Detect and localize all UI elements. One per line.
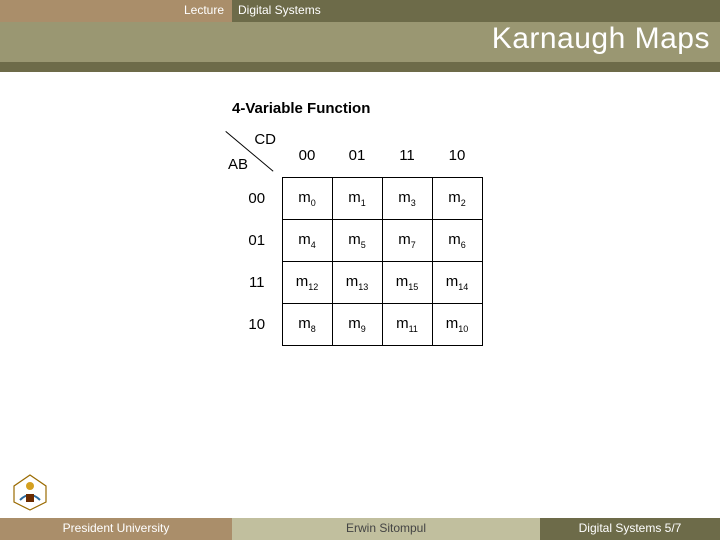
kmap-cell: m13 (332, 261, 382, 303)
slide: Lecture Digital Systems Karnaugh Maps 4-… (0, 0, 720, 540)
content-area: 4-Variable Function CD AB 00 01 11 10 00… (232, 100, 483, 351)
kmap-corner-slash (226, 131, 276, 173)
kmap-row: 01 m4 m5 m7 m6 (232, 219, 482, 261)
kmap-cell: m7 (382, 219, 432, 261)
kmap-cell: m12 (282, 261, 332, 303)
title-band: Karnaugh Maps (0, 22, 720, 62)
kmap-row-header: 10 (232, 303, 282, 345)
footer-right: Digital Systems 5/7 (540, 518, 720, 540)
page-title: Karnaugh Maps (492, 22, 710, 56)
kmap-row-header: 01 (232, 219, 282, 261)
kmap-row: 10 m8 m9 m11 m10 (232, 303, 482, 345)
subtitle: 4-Variable Function (232, 100, 483, 117)
kmap-row-header: 00 (232, 177, 282, 219)
kmap-cell: m6 (432, 219, 482, 261)
course-name: Digital Systems (232, 0, 720, 22)
kmap-container: CD AB 00 01 11 10 00 m0 m1 m3 m2 (232, 135, 483, 346)
slide-header: Lecture Digital Systems Karnaugh Maps (0, 0, 720, 72)
kmap-cell: m4 (282, 219, 332, 261)
slide-footer: President University Erwin Sitompul Digi… (0, 518, 720, 540)
footer-center: Erwin Sitompul (232, 518, 540, 540)
kmap-col-header: 11 (382, 135, 432, 177)
lecture-label: Lecture (0, 0, 232, 22)
kmap-cell: m14 (432, 261, 482, 303)
kmap-col-header: 10 (432, 135, 482, 177)
kmap-cell: m15 (382, 261, 432, 303)
university-logo-icon (10, 472, 50, 512)
kmap-cell: m0 (282, 177, 332, 219)
kmap-col-header: 01 (332, 135, 382, 177)
kmap-cell: m11 (382, 303, 432, 345)
kmap-cell: m5 (332, 219, 382, 261)
kmap-corner: CD AB (226, 131, 280, 175)
kmap-cell: m8 (282, 303, 332, 345)
kmap-cell: m10 (432, 303, 482, 345)
kmap-row: 00 m0 m1 m3 m2 (232, 177, 482, 219)
header-bottom-bar (0, 62, 720, 72)
footer-left: President University (0, 518, 232, 540)
kmap-col-header: 00 (282, 135, 332, 177)
kmap-row: 11 m12 m13 m15 m14 (232, 261, 482, 303)
header-top-row: Lecture Digital Systems (0, 0, 720, 22)
kmap-row-header: 11 (232, 261, 282, 303)
kmap-cell: m3 (382, 177, 432, 219)
kmap-cell: m1 (332, 177, 382, 219)
kmap-cell: m9 (332, 303, 382, 345)
kmap-cell: m2 (432, 177, 482, 219)
